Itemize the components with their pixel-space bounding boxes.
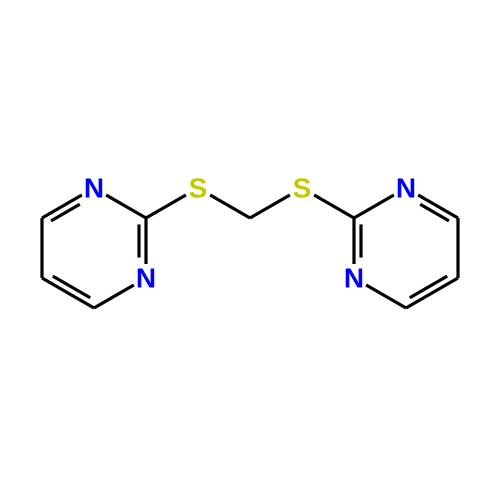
bond-line	[314, 195, 354, 218]
bond-line	[406, 278, 458, 308]
bond-line	[51, 204, 80, 221]
atom-label-n: N	[344, 263, 364, 294]
atom-label-n: N	[84, 173, 104, 204]
atom-label-s: S	[189, 173, 208, 204]
molecule-structure: S S N N N N	[0, 0, 500, 500]
bond-line	[354, 195, 394, 218]
bond-line	[94, 285, 134, 308]
bond-line	[420, 204, 449, 221]
bond-line	[146, 195, 186, 218]
bond-line	[42, 278, 94, 308]
atom-label-n: N	[136, 263, 156, 294]
bond-line	[366, 285, 406, 308]
atom-label-s: S	[293, 173, 312, 204]
bond-line	[106, 195, 146, 218]
atom-label-n: N	[396, 173, 416, 204]
bond-line	[250, 195, 290, 218]
bond-line	[210, 195, 250, 218]
